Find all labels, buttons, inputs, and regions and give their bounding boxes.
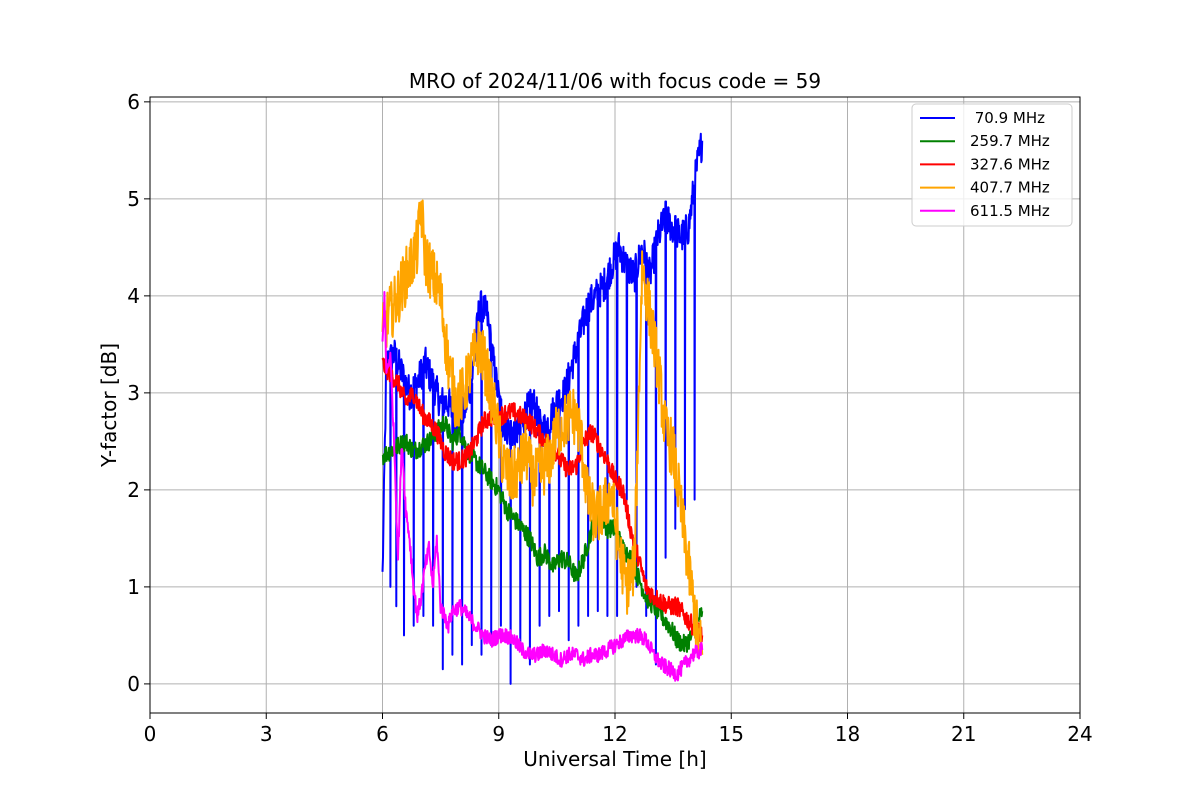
plot-series <box>381 132 704 685</box>
y-axis-ticks: 0 1 2 3 4 5 6 <box>127 90 150 696</box>
x-tick-label: 3 <box>260 722 273 746</box>
series-line-3 <box>381 357 704 643</box>
chart-title: MRO of 2024/11/06 with focus code = 59 <box>409 69 821 93</box>
x-axis-label: Universal Time [h] <box>523 747 706 771</box>
x-tick-label: 9 <box>492 722 505 746</box>
x-tick-label: 12 <box>602 722 627 746</box>
legend-entry: 259.7 MHz <box>970 132 1050 150</box>
x-tick-label: 15 <box>719 722 744 746</box>
x-tick-label: 24 <box>1067 722 1092 746</box>
legend-entry: 327.6 MHz <box>970 155 1050 173</box>
legend-entry: 611.5 MHz <box>970 202 1050 220</box>
y-tick-label: 1 <box>127 575 140 599</box>
y-tick-label: 6 <box>127 90 140 114</box>
y-tick-label: 4 <box>127 284 140 308</box>
legend: 70.9 MHz 259.7 MHz 327.6 MHz 407.7 MHz 611.5… <box>911 103 1073 227</box>
x-tick-label: 21 <box>951 722 976 746</box>
series-line-4 <box>381 199 704 655</box>
y-tick-label: 3 <box>127 381 140 405</box>
legend-entry: 70.9 MHz <box>970 109 1045 127</box>
legend-box <box>911 103 1073 227</box>
y-tick-label: 2 <box>127 478 140 502</box>
y-axis-label: Y-factor [dB] <box>97 343 121 468</box>
x-tick-label: 18 <box>835 722 860 746</box>
series-line-5 <box>381 291 704 682</box>
y-tick-label: 5 <box>127 187 140 211</box>
x-axis-ticks: 0 3 6 9 12 15 18 21 24 <box>144 713 1093 746</box>
x-tick-label: 0 <box>144 722 157 746</box>
legend-entry: 407.7 MHz <box>970 179 1050 197</box>
y-tick-label: 0 <box>127 672 140 696</box>
x-tick-label: 6 <box>376 722 389 746</box>
